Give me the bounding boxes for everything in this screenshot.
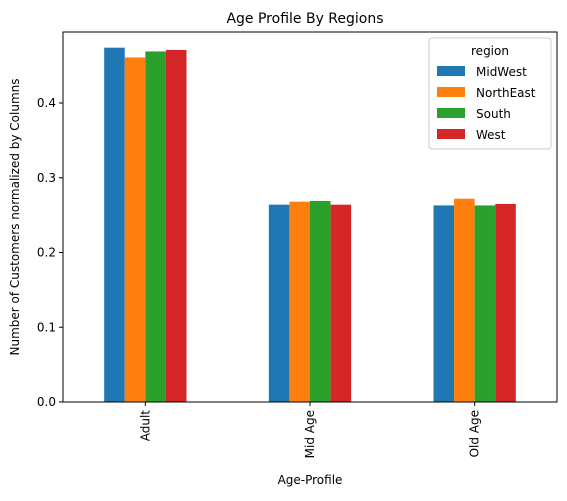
legend-swatch-northeast (437, 87, 465, 97)
y-tick-label: 0.0 (37, 395, 56, 409)
bar-northeast-adult (124, 57, 146, 402)
bar-south-mid-age (310, 200, 331, 402)
legend-swatch-midwest (437, 66, 465, 76)
y-tick-label: 0.4 (37, 96, 56, 110)
bar-midwest-adult (104, 47, 125, 402)
legend-swatch-west (437, 129, 465, 139)
legend: region MidWest NorthEast South West (428, 37, 552, 150)
y-tick-label: 0.3 (37, 171, 56, 185)
bar-midwest-mid-age (268, 204, 290, 402)
legend-items: MidWest NorthEast South West (437, 65, 536, 142)
bar-west-mid-age (330, 204, 352, 402)
bar-south-old-age (474, 205, 496, 402)
y-tick-label: 0.2 (37, 246, 56, 260)
x-tick-label: Old Age (468, 410, 482, 457)
legend-swatch-south (437, 108, 465, 118)
legend-frame (428, 37, 552, 150)
bars-group (104, 47, 516, 403)
legend-label-west: West (476, 128, 506, 142)
bar-northeast-mid-age (289, 201, 310, 402)
bar-west-old-age (495, 203, 516, 402)
bar-west-adult (165, 49, 187, 402)
bar-midwest-old-age (433, 205, 455, 402)
x-tick-label: Mid Age (303, 410, 317, 458)
x-tick-label: Adult (138, 410, 152, 442)
legend-label-midwest: MidWest (476, 65, 527, 79)
chart-title: Age Profile By Regions (226, 11, 383, 27)
y-axis-label: Number of Customers normalized by Column… (8, 79, 22, 356)
x-axis-label: Age-Profile (278, 473, 343, 487)
bar-south-adult (145, 51, 166, 403)
legend-label-south: South (476, 107, 511, 121)
y-axis: 0.0 0.1 0.2 0.3 0.4 (37, 96, 63, 409)
legend-label-northeast: NorthEast (476, 86, 536, 100)
legend-title: region (471, 44, 509, 58)
x-axis: Adult Mid Age Old Age (138, 402, 482, 458)
bar-northeast-old-age (454, 198, 475, 402)
y-tick-label: 0.1 (37, 320, 56, 334)
